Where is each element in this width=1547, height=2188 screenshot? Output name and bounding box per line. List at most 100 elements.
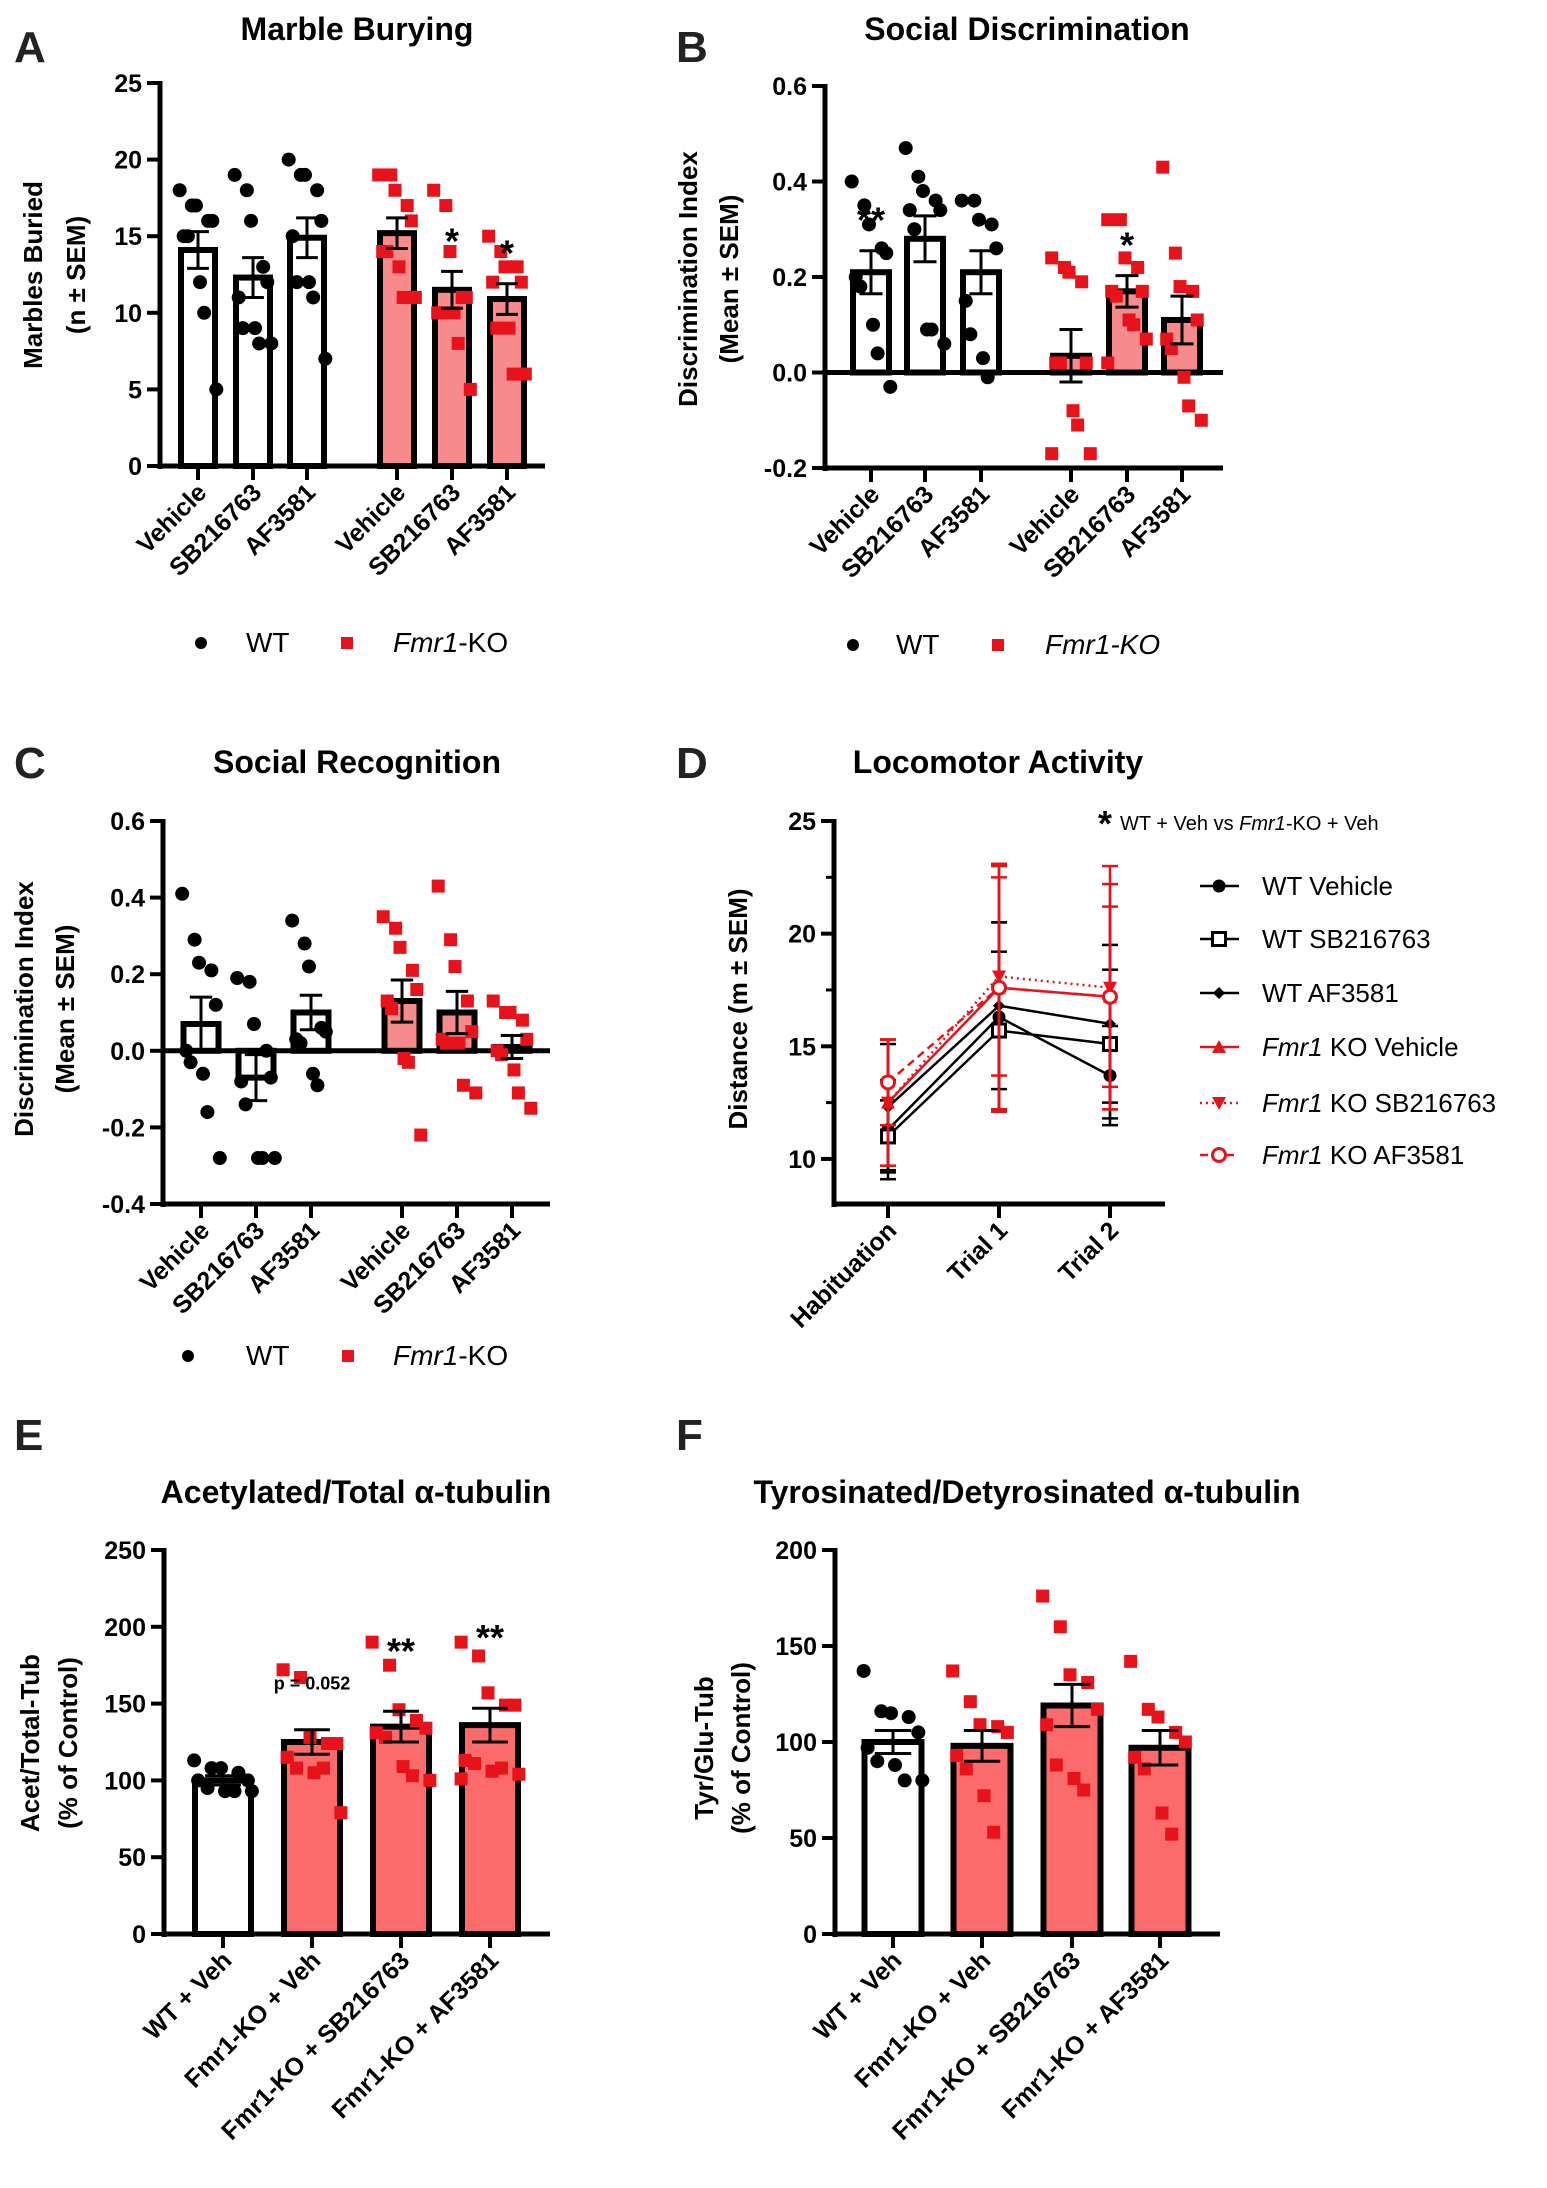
data-point-square <box>963 1695 977 1709</box>
significance-marker: * <box>1120 225 1134 266</box>
marker-open-circle <box>991 979 1007 996</box>
legend: WT Fmr1-KO <box>847 629 1160 660</box>
data-point-square <box>1118 251 1132 265</box>
data-point-circle <box>293 1036 308 1051</box>
y-tick-label: 25 <box>788 808 816 836</box>
data-point-circle <box>244 1784 259 1799</box>
data-point-circle <box>915 1773 930 1788</box>
data-point-circle <box>310 183 325 198</box>
annotation: * WT + Veh vs Fmr1-KO + Veh <box>1098 803 1379 844</box>
data-point-square <box>423 1773 437 1787</box>
y-tick-label: 20 <box>114 147 142 175</box>
legend-label-text: WT AF3581 <box>1262 978 1399 1008</box>
data-point-circle <box>963 327 978 342</box>
data-point-square <box>1194 413 1208 427</box>
data-point-square <box>1155 1806 1169 1820</box>
data-point-circle <box>937 336 952 351</box>
data-point-square <box>1178 1735 1192 1749</box>
data-point-square <box>376 910 390 924</box>
legend-label: WT Vehicle <box>1262 871 1393 901</box>
data-point-circle <box>306 290 321 305</box>
data-point-square <box>408 290 422 304</box>
marker-open-circle <box>1102 988 1118 1005</box>
data-point-square <box>1101 356 1115 370</box>
data-point-square <box>1101 213 1115 227</box>
y-tick-label: 0.2 <box>110 961 145 989</box>
legend-ko-italic: Fmr1 <box>393 627 458 658</box>
y-axis-title: (Mean ± SEM) <box>714 195 744 364</box>
y-tick-label: 200 <box>104 1614 146 1642</box>
marker-open-circle <box>880 1074 896 1091</box>
data-point-circle <box>879 246 894 261</box>
y-tick-label: 20 <box>788 921 816 949</box>
legend: WT Fmr1-KO <box>182 1340 508 1371</box>
data-point-circle <box>954 193 969 208</box>
y-tick-label: 100 <box>775 1729 817 1757</box>
data-point-square <box>405 963 419 977</box>
x-tick-label: Fmr1-KO + AF3581 <box>996 1946 1174 2124</box>
annotation-text-2: -KO + Veh <box>1286 813 1379 835</box>
x-tick-label: Trial 2 <box>1053 1216 1124 1287</box>
data-point-square <box>460 994 474 1008</box>
data-point-square <box>1128 1750 1142 1764</box>
data-point-circle <box>972 212 986 227</box>
legend-ko-label: Fmr1-KO <box>393 627 508 658</box>
significance-marker: * <box>445 220 459 261</box>
data-point-square <box>1131 260 1145 274</box>
data-point-circle <box>980 370 995 385</box>
data-point-square <box>1045 447 1059 461</box>
data-point-circle <box>989 241 1004 256</box>
data-point-square <box>276 1663 290 1677</box>
y-tick-label: 200 <box>775 1537 817 1565</box>
bar <box>370 1723 432 1938</box>
data-point-square <box>1075 275 1089 289</box>
data-point-square <box>1168 246 1182 260</box>
data-point-square <box>1071 418 1085 432</box>
data-point-square <box>1053 356 1067 370</box>
y-axis-title: Tyr/Glu-Tub <box>689 1676 719 1819</box>
data-point-square <box>392 260 406 274</box>
y-tick-label: 0.0 <box>772 360 807 388</box>
data-point-square <box>451 336 465 350</box>
legend-label-text: WT SB216763 <box>1262 924 1431 954</box>
data-point-square <box>1113 213 1127 227</box>
data-point-square <box>388 183 402 197</box>
data-point-square <box>506 367 520 381</box>
data-point-square <box>486 994 500 1008</box>
legend-label-text: WT Vehicle <box>1262 871 1393 901</box>
data-point-square <box>1173 280 1187 294</box>
marker-open-square <box>1211 931 1227 947</box>
chart-title: Marble Burying <box>241 11 474 47</box>
data-point-circle <box>318 351 333 366</box>
data-point-circle <box>916 184 930 199</box>
data-point-square <box>1077 1783 1091 1797</box>
data-point-square <box>490 321 504 335</box>
data-point-square <box>396 290 410 304</box>
data-point-square <box>334 1806 348 1820</box>
data-point-square <box>1036 1589 1050 1603</box>
data-point-circle <box>179 1043 194 1058</box>
data-point-square <box>1067 1771 1081 1785</box>
data-point-square <box>514 275 528 289</box>
data-point-square <box>389 921 403 935</box>
data-point-circle <box>187 1753 202 1768</box>
data-point-square <box>1081 1675 1095 1689</box>
data-point-circle <box>898 141 913 156</box>
legend-wt-label: WT <box>246 1340 290 1371</box>
y-tick-label: -0.2 <box>102 1114 145 1142</box>
data-point-square <box>1109 289 1123 303</box>
y-tick-label: 25 <box>114 70 142 98</box>
legend-label: Fmr1 KO Vehicle <box>1262 1032 1459 1062</box>
panel-b: B Social Discrimination Discrimination Ind… <box>673 11 1223 660</box>
data-point-square <box>404 214 418 228</box>
data-point-square <box>503 1006 517 1019</box>
data-point-square <box>392 1703 406 1717</box>
data-point-square <box>410 983 424 997</box>
legend-ko-marker <box>342 1350 354 1362</box>
data-point-circle <box>884 1706 898 1721</box>
y-tick-label: 0.0 <box>110 1038 145 1066</box>
data-point-circle <box>205 213 220 228</box>
data-point-square <box>1151 1710 1165 1724</box>
data-point-circle <box>907 222 922 237</box>
data-point-circle <box>189 198 203 213</box>
